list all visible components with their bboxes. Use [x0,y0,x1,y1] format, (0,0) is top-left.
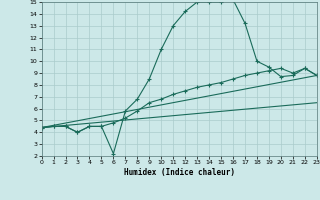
X-axis label: Humidex (Indice chaleur): Humidex (Indice chaleur) [124,168,235,177]
